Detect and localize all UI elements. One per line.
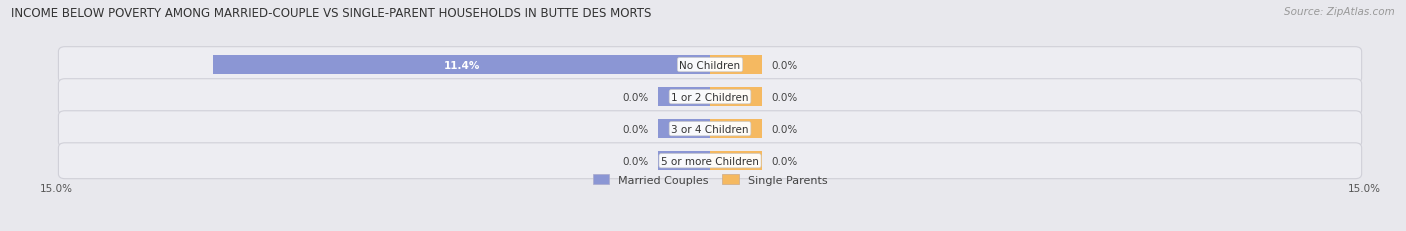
Bar (710, 152, 762, 171)
FancyBboxPatch shape (59, 79, 1361, 115)
FancyBboxPatch shape (59, 143, 1361, 179)
Text: 0.0%: 0.0% (623, 156, 650, 166)
Bar (710, 120, 762, 139)
Text: 0.0%: 0.0% (770, 92, 797, 102)
Text: 0.0%: 0.0% (770, 156, 797, 166)
Bar (658, 88, 710, 107)
Text: 1 or 2 Children: 1 or 2 Children (671, 92, 749, 102)
Text: No Children: No Children (679, 60, 741, 70)
FancyBboxPatch shape (59, 111, 1361, 147)
Bar (214, 56, 710, 75)
Bar (658, 152, 710, 171)
Bar (710, 56, 762, 75)
Text: 0.0%: 0.0% (623, 92, 650, 102)
Text: 0.0%: 0.0% (623, 124, 650, 134)
Text: 3 or 4 Children: 3 or 4 Children (671, 124, 749, 134)
Text: 11.4%: 11.4% (443, 60, 479, 70)
Text: Source: ZipAtlas.com: Source: ZipAtlas.com (1284, 7, 1395, 17)
FancyBboxPatch shape (59, 48, 1361, 83)
Bar (710, 88, 762, 107)
Bar (658, 120, 710, 139)
Text: INCOME BELOW POVERTY AMONG MARRIED-COUPLE VS SINGLE-PARENT HOUSEHOLDS IN BUTTE D: INCOME BELOW POVERTY AMONG MARRIED-COUPL… (11, 7, 651, 20)
Text: 0.0%: 0.0% (770, 124, 797, 134)
Legend: Married Couples, Single Parents: Married Couples, Single Parents (593, 175, 827, 185)
Text: 5 or more Children: 5 or more Children (661, 156, 759, 166)
Text: 0.0%: 0.0% (770, 60, 797, 70)
